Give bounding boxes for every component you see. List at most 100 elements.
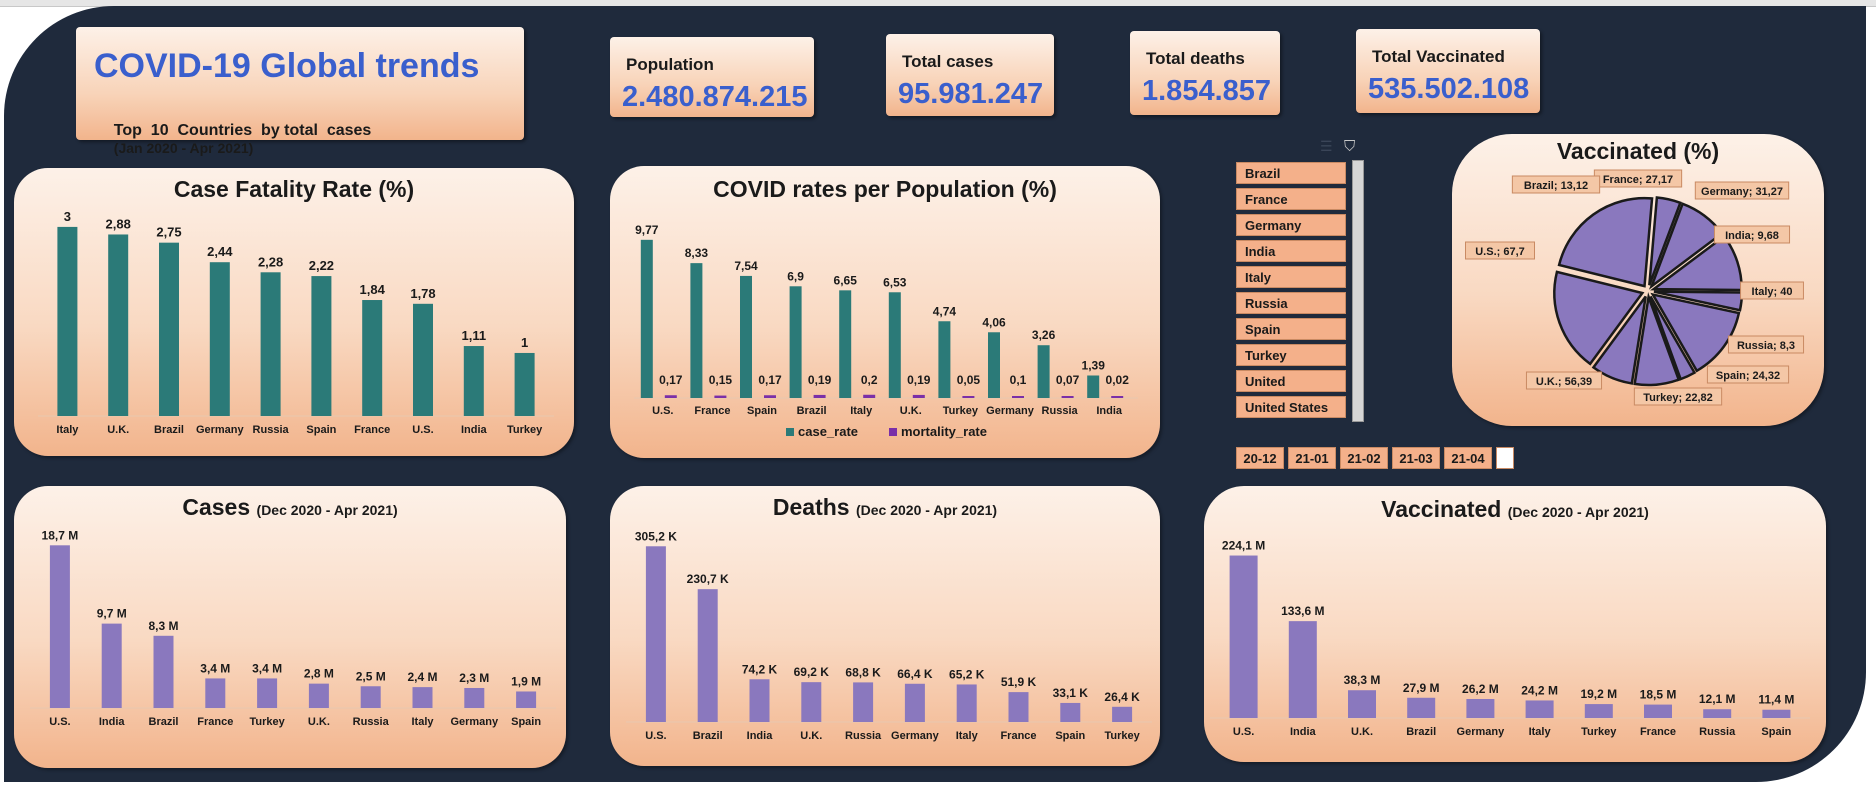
bar — [1466, 699, 1495, 718]
bar — [360, 686, 381, 708]
mortality-rate-bar — [1012, 396, 1024, 398]
x-tick-label: France — [694, 405, 730, 417]
x-tick-label: Germany — [1457, 726, 1506, 738]
slicer-item-turkey[interactable]: Turkey — [1236, 344, 1346, 366]
x-tick-label: U.K. — [1351, 726, 1373, 738]
bar — [362, 300, 383, 416]
bar — [645, 546, 666, 722]
slicer-item-india[interactable]: India — [1236, 240, 1346, 262]
data-label: 24,2 M — [1521, 683, 1558, 697]
data-label: 9,77 — [635, 223, 659, 237]
case-rate-bar — [839, 290, 852, 398]
case-rate-bar — [938, 321, 951, 398]
data-label: 0,02 — [1106, 373, 1130, 387]
slicer-item-germany[interactable]: Germany — [1236, 214, 1346, 236]
data-label: 12,1 M — [1699, 692, 1736, 706]
kpi-total-cases: Total cases 95.981.247 — [886, 34, 1054, 116]
data-label: 18,7 M — [42, 528, 79, 542]
x-tick-label: U.K. — [107, 424, 129, 436]
clear-filter-icon[interactable]: ⛉ — [1344, 138, 1356, 155]
cfr-chart: 3 Italy 2,88 U.K. 2,75 Brazil 2,44 Germany 2,28 R… — [38, 209, 554, 436]
data-label: 1,9 M — [511, 674, 541, 688]
x-tick-label: Russia — [1699, 726, 1736, 738]
timeline-month-21-02[interactable]: 21-02 — [1340, 447, 1388, 469]
data-label: 3 — [64, 209, 71, 224]
legend-label: case_rate — [798, 424, 858, 439]
data-label: 305,2 K — [635, 529, 677, 543]
kpi-value: 1.854.857 — [1142, 75, 1272, 107]
bar — [1288, 621, 1317, 718]
slicer-item-italy[interactable]: Italy — [1236, 266, 1346, 288]
timeline-month-20-12[interactable]: 20-12 — [1236, 447, 1284, 469]
case-rate-bar — [1087, 375, 1100, 398]
x-tick-label: Germany — [891, 730, 940, 742]
pie-data-label: Spain; 24,32 — [1716, 370, 1780, 382]
timeline-month-21-04[interactable]: 21-04 — [1444, 447, 1492, 469]
x-tick-label: U.S. — [49, 716, 70, 728]
x-tick-label: U.S. — [652, 405, 673, 417]
slicer-item-united-states[interactable]: United States — [1236, 396, 1346, 418]
bar — [1060, 702, 1081, 722]
data-label: 0,19 — [808, 373, 832, 387]
data-label: 224,1 M — [1222, 539, 1265, 553]
data-label: 6,65 — [834, 273, 858, 287]
x-tick-label: U.K. — [900, 405, 922, 417]
pie-data-label: India; 9,68 — [1725, 230, 1779, 242]
data-label: 0,17 — [758, 373, 782, 387]
data-label: 1,84 — [360, 282, 386, 297]
data-label: 2,28 — [258, 254, 283, 269]
data-label: 0,15 — [709, 373, 733, 387]
case-rate-bar — [690, 263, 703, 398]
x-tick-label: France — [197, 716, 233, 728]
x-tick-label: Italy — [56, 424, 79, 436]
kpi-label: Total cases — [902, 52, 994, 71]
x-tick-label: Italy — [411, 716, 434, 728]
cfr-panel: Case Fatality Rate (%) 3 Italy 2,88 U.K. 2,7… — [14, 168, 574, 456]
data-label: 2,4 M — [407, 670, 437, 684]
bar — [49, 545, 70, 708]
pie-slice — [1648, 196, 1682, 286]
slicer-item-spain[interactable]: Spain — [1236, 318, 1346, 340]
slicer-item-russia[interactable]: Russia — [1236, 292, 1346, 314]
legend-swatch — [786, 428, 794, 436]
data-label: 2,88 — [106, 216, 131, 231]
bar — [1112, 706, 1133, 722]
vaccinated-chart: 224,1 M U.S. 133,6 M India 38,3 M U.K. 27,9 M B… — [1210, 539, 1810, 738]
x-tick-label: Brazil — [154, 424, 184, 436]
slicer-scrollbar[interactable] — [1352, 160, 1364, 422]
mortality-rate-bar — [962, 396, 975, 398]
timeline-blank-tile[interactable] — [1496, 447, 1514, 469]
data-label: 7,54 — [734, 259, 758, 273]
mortality-rate-bar — [912, 394, 925, 398]
rates-title: COVID rates per Population (%) — [713, 176, 1057, 202]
x-tick-label: Germany — [986, 405, 1035, 417]
x-tick-label: India — [1096, 405, 1123, 417]
case-rate-bar — [789, 286, 802, 398]
mortality-rate-bar — [813, 394, 826, 398]
slicer-item-france[interactable]: France — [1236, 188, 1346, 210]
data-label: 74,2 K — [742, 662, 778, 676]
cases-chart: 18,7 M U.S. 9,7 M India 8,3 M Brazil 3,4 M Fran… — [30, 528, 556, 728]
pie-slice — [1649, 295, 1697, 381]
slicer-controls: ☰ ⛉ — [1316, 138, 1362, 156]
data-label: 133,6 M — [1281, 604, 1324, 618]
page-title: COVID-19 Global trends — [94, 47, 480, 85]
x-tick-label: U.S. — [412, 424, 433, 436]
timeline-month-21-03[interactable]: 21-03 — [1392, 447, 1440, 469]
data-label: 27,9 M — [1403, 681, 1440, 695]
bar — [413, 303, 433, 416]
pie-data-label: France; 27,17 — [1603, 174, 1673, 186]
x-tick-label: Russia — [845, 730, 882, 742]
slicer-item-brazil[interactable]: Brazil — [1236, 162, 1346, 184]
multi-select-icon[interactable]: ☰ — [1320, 138, 1333, 154]
timeline-month-21-01[interactable]: 21-01 — [1288, 447, 1336, 469]
title-card: COVID-19 Global trends Top 10 Countries … — [76, 27, 524, 156]
deaths-title: Deaths (Dec 2020 - Apr 2021) — [610, 494, 1160, 521]
data-label: 65,2 K — [949, 667, 985, 681]
data-label: 9,7 M — [97, 607, 127, 621]
data-label: 4,06 — [982, 315, 1006, 329]
pie-label-box — [1465, 241, 1535, 260]
data-label: 33,1 K — [1053, 686, 1089, 700]
x-tick-label: Brazil — [693, 730, 723, 742]
slicer-item-united-kingdom[interactable]: United Kingdom — [1236, 370, 1346, 411]
